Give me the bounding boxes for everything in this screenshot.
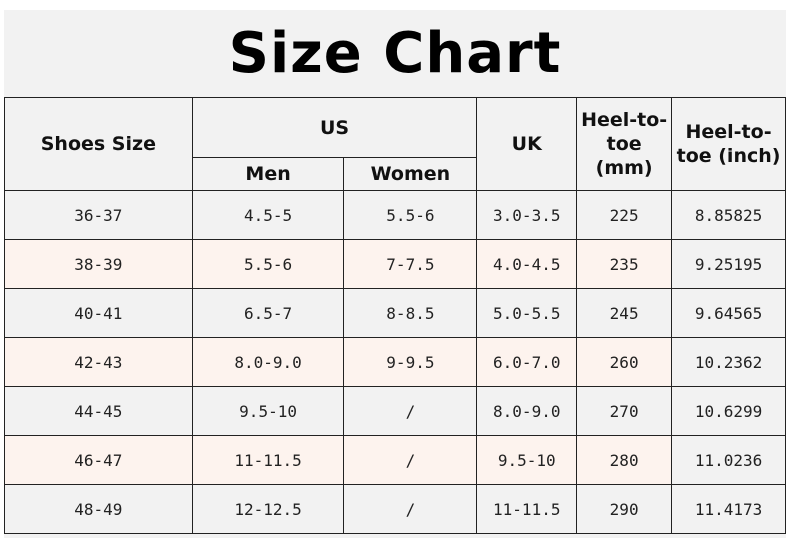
cell-heel-to-toe-mm: 225 [576,190,673,240]
cell-us-men: 5.5-6 [191,239,345,289]
table-row: 36-37 4.5-5 5.5-6 3.0-3.5 225 8.85825 [4,190,786,240]
cell-heel-to-toe-inch: 8.85825 [671,190,786,240]
cell-heel-to-toe-mm: 280 [576,435,673,485]
cell-shoes-size: 40-41 [4,288,193,338]
cell-us-women: 7-7.5 [343,239,478,289]
cell-uk: 9.5-10 [476,435,578,485]
cell-heel-to-toe-inch: 9.64565 [671,288,786,338]
cell-us-men: 8.0-9.0 [191,337,345,387]
table-row: 48-49 12-12.5/11-11.5 290 11.4173 [4,484,786,534]
header-heel-to-toe-inch: Heel-to-toe (inch) [671,97,786,191]
cell-heel-to-toe-mm: 270 [576,386,673,436]
cell-shoes-size: 48-49 [4,484,193,534]
header-us: US [191,97,478,158]
cell-us-women: 9-9.5 [343,337,478,387]
size-table: Shoes Size US UK Heel-to-toe (mm) Heel-t… [4,97,786,534]
chart-title: Size Chart [228,21,562,86]
table-row: 44-45 9.5-10/8.0-9.0 270 10.6299 [4,386,786,436]
cell-shoes-size: 36-37 [4,190,193,240]
cell-heel-to-toe-mm: 235 [576,239,673,289]
header-uk: UK [476,97,578,191]
cell-us-women: / [343,484,478,534]
cell-heel-to-toe-inch: 11.4173 [671,484,786,534]
cell-us-women: 5.5-6 [343,190,478,240]
cell-uk: 4.0-4.5 [476,239,578,289]
cell-us-women: / [343,386,478,436]
cell-shoes-size: 46-47 [4,435,193,485]
cell-us-men: 11-11.5 [191,435,345,485]
cell-us-women: 8-8.5 [343,288,478,338]
header-heel-to-toe-mm: Heel-to-toe (mm) [576,97,673,191]
header-women: Women [343,157,478,191]
cell-uk: 11-11.5 [476,484,578,534]
cell-heel-to-toe-mm: 260 [576,337,673,387]
cell-shoes-size: 44-45 [4,386,193,436]
table-row: 42-43 8.0-9.0 9-9.5 6.0-7.0 260 10.2362 [4,337,786,387]
cell-heel-to-toe-mm: 245 [576,288,673,338]
cell-uk: 8.0-9.0 [476,386,578,436]
cell-us-men: 12-12.5 [191,484,345,534]
table-row: 38-39 5.5-6 7-7.5 4.0-4.5 235 9.25195 [4,239,786,289]
cell-heel-to-toe-inch: 10.2362 [671,337,786,387]
cell-heel-to-toe-inch: 9.25195 [671,239,786,289]
table-row: 40-41 6.5-7 8-8.5 5.0-5.5 245 9.64565 [4,288,786,338]
cell-uk: 5.0-5.5 [476,288,578,338]
header-men: Men [191,157,345,191]
cell-shoes-size: 38-39 [4,239,193,289]
cell-shoes-size: 42-43 [4,337,193,387]
cell-heel-to-toe-mm: 290 [576,484,673,534]
cell-us-women: / [343,435,478,485]
cell-us-men: 4.5-5 [191,190,345,240]
cell-us-men: 9.5-10 [191,386,345,436]
size-chart: Size Chart Shoes Size US UK Heel-to-toe … [4,10,786,538]
cell-heel-to-toe-inch: 10.6299 [671,386,786,436]
table-row: 46-47 11-11.5/9.5-10 280 11.0236 [4,435,786,485]
cell-heel-to-toe-inch: 11.0236 [671,435,786,485]
header-shoes-size: Shoes Size [4,97,193,191]
cell-uk: 3.0-3.5 [476,190,578,240]
cell-uk: 6.0-7.0 [476,337,578,387]
cell-us-men: 6.5-7 [191,288,345,338]
